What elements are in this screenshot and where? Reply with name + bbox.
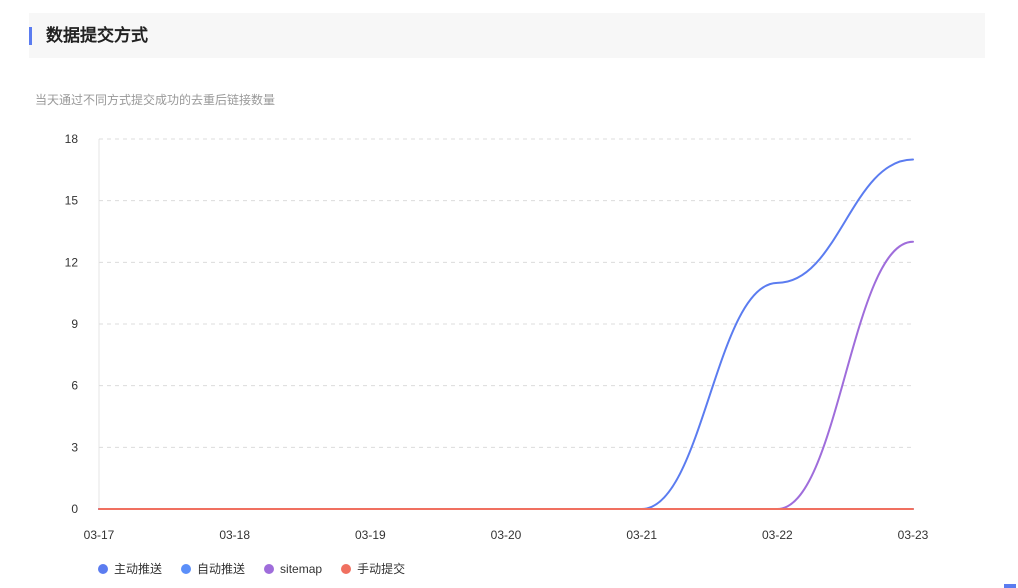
legend-label: sitemap <box>280 561 323 576</box>
x-tick-label: 03-17 <box>84 528 115 542</box>
x-tick-label: 03-22 <box>762 528 793 542</box>
legend-label: 自动推送 <box>197 562 246 576</box>
y-tick-label: 15 <box>65 194 79 208</box>
legend-dot-icon <box>264 563 275 574</box>
y-tick-label: 0 <box>71 502 78 516</box>
legend-dot-icon <box>98 563 108 574</box>
legend-item-0[interactable]: 主动推送 <box>98 560 162 577</box>
legend-dot-icon <box>181 563 192 574</box>
corner-indicator <box>1004 584 1016 588</box>
series-line-0 <box>98 158 914 511</box>
section-header: 数据提交方式 <box>29 13 985 58</box>
y-tick-label: 18 <box>65 132 79 146</box>
x-tick-label: 03-21 <box>626 528 657 542</box>
chart-legend: 主动推送 自动推送 sitemap 手动提交 <box>98 560 424 577</box>
legend-item-3[interactable]: 手动提交 <box>341 560 405 577</box>
y-tick-label: 12 <box>65 255 79 269</box>
section-accent-bar <box>29 27 32 45</box>
x-tick-label: 03-19 <box>355 528 386 542</box>
series-line-2 <box>98 240 914 511</box>
section-title: 数据提交方式 <box>46 26 148 45</box>
y-tick-label: 9 <box>71 317 78 331</box>
chart-subtitle: 当天通过不同方式提交成功的去重后链接数量 <box>35 93 276 107</box>
x-tick-label: 03-20 <box>491 528 522 542</box>
y-tick-label: 3 <box>71 440 78 454</box>
legend-item-2[interactable]: sitemap <box>264 562 322 576</box>
legend-item-1[interactable]: 自动推送 <box>181 560 245 577</box>
x-tick-label: 03-23 <box>898 528 929 542</box>
y-tick-label: 6 <box>71 379 78 393</box>
x-tick-label: 03-18 <box>219 528 250 542</box>
legend-label: 主动推送 <box>114 562 163 576</box>
legend-dot-icon <box>341 563 352 574</box>
legend-label: 手动提交 <box>357 562 406 576</box>
